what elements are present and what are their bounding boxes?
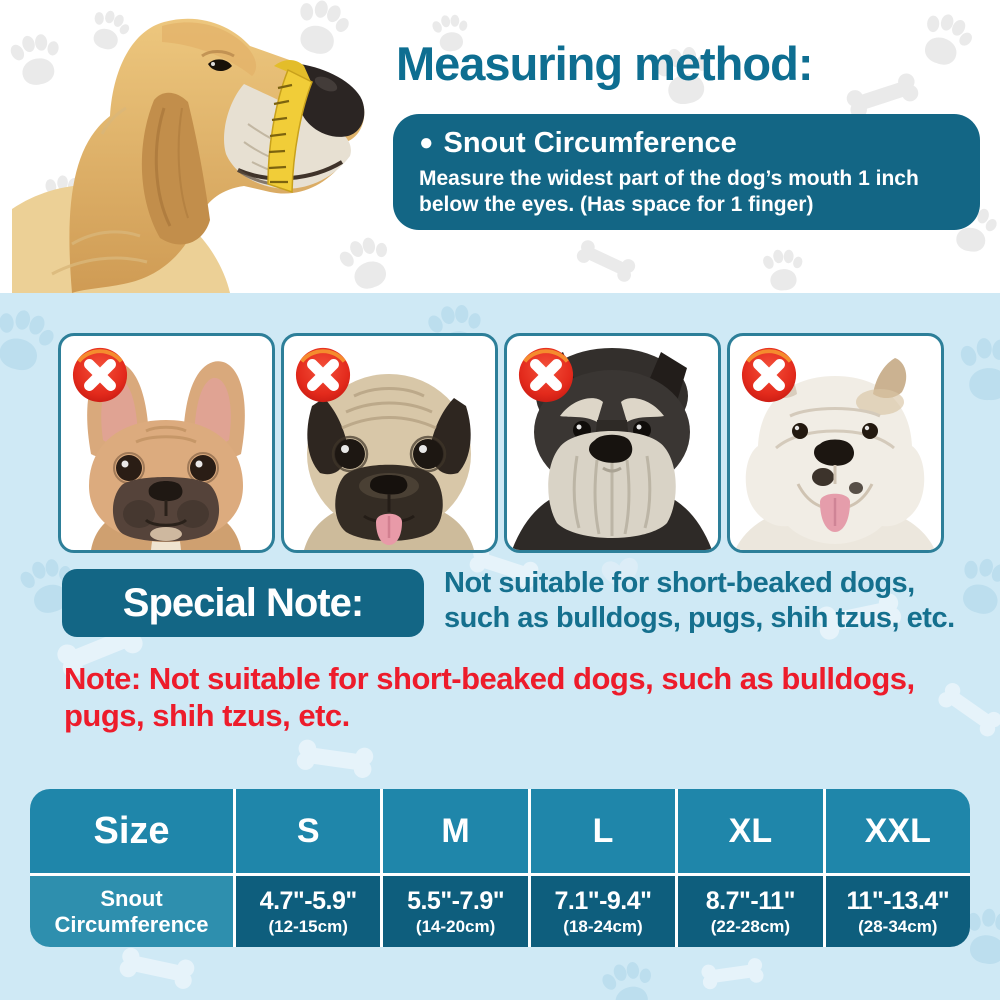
size-table-header-xl: XL: [678, 789, 823, 873]
size-value-s: 4.7"-5.9" (12-15cm): [236, 876, 381, 947]
measuring-method-section: Measuring method: ● Snout Circumference M…: [0, 0, 1000, 293]
paw-print-decoration: [909, 0, 981, 76]
pug-photo: [304, 374, 474, 550]
bullet-icon: ●: [419, 129, 434, 156]
paw-print-decoration: [955, 330, 1000, 405]
special-note-box: Special Note:: [62, 569, 424, 637]
bone-decoration: [698, 956, 766, 992]
special-note-text: Not suitable for short-beaked dogs, such…: [444, 566, 989, 637]
red-warning-note: Note: Not suitable for short-beaked dogs…: [64, 660, 976, 734]
paw-print-decoration: [593, 950, 663, 1000]
size-table-header-xxl: XXL: [825, 789, 970, 873]
x-mark-badge-icon: [72, 347, 128, 403]
card-english-bulldog: [727, 333, 944, 553]
snout-circumference-info-box: ● Snout Circumference Measure the widest …: [393, 114, 980, 230]
card-french-bulldog: [58, 333, 275, 553]
size-table-header-size: Size: [30, 789, 233, 873]
size-value-xxl: 11"-13.4" (28-34cm): [825, 876, 970, 947]
special-note-line1: Not suitable for short-beaked dogs,: [444, 567, 915, 599]
size-value-m: 5.5"-7.9" (14-20cm): [383, 876, 528, 947]
size-table-header-s: S: [236, 789, 381, 873]
section-title: Measuring method:: [396, 37, 813, 90]
size-value-l: 7.1"-9.4" (18-24cm): [530, 876, 676, 947]
info-body-line2: below the eyes. (Has space for 1 finger): [419, 193, 814, 217]
bone-decoration: [115, 944, 198, 992]
red-note-line1: Note: Not suitable for short-beaked dogs…: [64, 661, 915, 696]
info-body-line1: Measure the widest part of the dog’s mou…: [419, 167, 919, 190]
english-bulldog-photo: [735, 358, 935, 550]
size-table-header-l: L: [530, 789, 676, 873]
card-pug: [281, 333, 498, 553]
bone-decoration: [572, 236, 639, 286]
x-mark-badge-icon: [295, 347, 351, 403]
unsuitable-dogs-row: [58, 333, 944, 553]
snout-circumference-row-label: Snout Circumference: [30, 876, 233, 947]
info-heading: ● Snout Circumference: [419, 127, 956, 160]
paw-print-decoration: [758, 242, 807, 293]
golden-retriever-measuring-tape-image: [12, 18, 365, 293]
paw-print-decoration: [0, 296, 63, 382]
x-mark-badge-icon: [518, 347, 574, 403]
red-note-line2: pugs, shih tzus, etc.: [64, 698, 350, 734]
special-note-line2: such as bulldogs, pugs, shih tzus, etc.: [444, 602, 955, 635]
size-table-header-m: M: [383, 789, 528, 873]
x-mark-badge-icon: [741, 347, 797, 403]
info-body: Measure the widest part of the dog’s mou…: [419, 166, 956, 218]
card-miniature-schnauzer: [504, 333, 721, 553]
size-chart-table: Size S M L XL XXL Snout Circumference 4.…: [30, 789, 970, 947]
bone-decoration: [293, 737, 377, 781]
info-heading-text: Snout Circumference: [443, 127, 737, 159]
size-value-xl: 8.7"-11" (22-28cm): [678, 876, 823, 947]
special-note-label: Special Note:: [122, 580, 364, 625]
